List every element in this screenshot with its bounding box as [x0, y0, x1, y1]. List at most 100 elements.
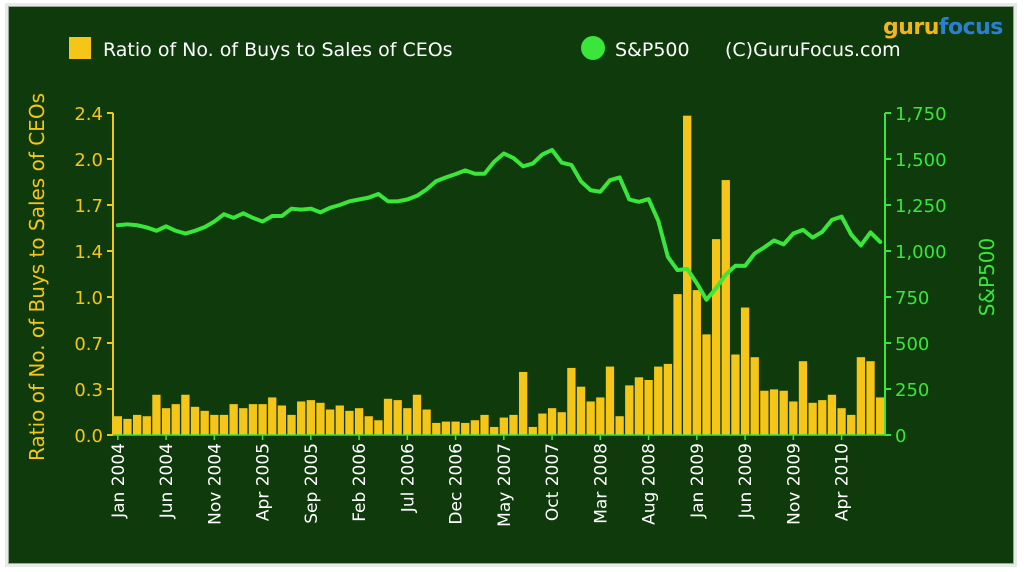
gurufocus-logo: gurufocus: [883, 15, 1003, 40]
bar: [412, 394, 422, 435]
bar: [422, 409, 431, 435]
bar: [441, 421, 451, 435]
bar: [683, 115, 692, 436]
y2-tick-label: 250: [895, 380, 929, 401]
bar: [181, 394, 190, 435]
x-tick-label: Mar 2008: [591, 443, 611, 524]
bar: [721, 180, 730, 435]
bar: [306, 400, 315, 435]
y2-tick-label: 1,250: [895, 196, 947, 217]
bar: [596, 397, 605, 435]
legend-swatch-bars: [69, 37, 91, 59]
bar: [142, 416, 151, 435]
legend-swatch-sp500: [581, 36, 605, 60]
legend-copyright: (C)GuruFocus.com: [725, 39, 901, 61]
bar: [711, 239, 721, 435]
bar: [239, 408, 248, 435]
bar: [364, 416, 373, 435]
bar: [576, 386, 586, 435]
bar: [605, 366, 615, 435]
bar: [808, 402, 817, 435]
bar: [567, 367, 576, 435]
bar: [827, 394, 837, 435]
y2-axis-title: S&P500: [975, 238, 999, 317]
bar: [876, 397, 885, 435]
x-tick-label: Jul 2006: [398, 443, 418, 513]
x-tick-label: Nov 2009: [784, 443, 804, 525]
y-tick-label: 1.4: [74, 242, 103, 263]
bar: [393, 400, 402, 435]
y-tick-label: 1.0: [74, 288, 103, 309]
bar: [200, 410, 209, 435]
bar: [161, 408, 171, 435]
bar: [789, 401, 798, 435]
bar: [856, 357, 866, 435]
bar: [731, 354, 740, 435]
bar: [663, 363, 673, 435]
bar: [837, 408, 846, 435]
y-tick-label: 2.4: [74, 104, 103, 125]
bar: [258, 404, 267, 435]
bar: [673, 294, 682, 436]
x-tick-label: Dec 2006: [447, 443, 467, 525]
bar: [547, 408, 557, 435]
bar: [509, 414, 518, 436]
bar: [383, 398, 393, 435]
y-tick-label: 0.0: [74, 426, 103, 447]
y2-tick-label: 1,500: [895, 150, 947, 171]
bar: [692, 290, 701, 435]
bar: [470, 420, 480, 435]
y2-tick-label: 0: [895, 426, 906, 447]
y2-tick-label: 500: [895, 334, 929, 355]
bar: [779, 390, 788, 435]
bar: [152, 394, 161, 435]
bar: [798, 361, 808, 435]
x-tick-label: Aug 2008: [640, 443, 660, 525]
y-tick-label: 1.7: [74, 196, 103, 217]
y2-tick-label: 1,000: [895, 242, 947, 263]
bar: [123, 418, 132, 435]
x-tick-label: Nov 2004: [205, 443, 225, 525]
bar: [354, 408, 364, 435]
bar: [518, 371, 528, 435]
bar: [528, 426, 537, 435]
bar: [132, 414, 142, 436]
legend-label-sp500: S&P500: [615, 39, 690, 61]
bar: [461, 422, 470, 435]
x-tick-label: Jan 2004: [109, 443, 129, 519]
chart-frame: 0.0 0.3 0.7 1.0 1.4 1.7 2.0 2.4 0 250 500 750 1,000 1…: [8, 6, 1014, 564]
y-axis-title: Ratio of No. of Buys to Sales of CEOs: [25, 93, 49, 461]
bar: [374, 420, 383, 435]
bar: [248, 404, 258, 435]
y-tick-label: 0.3: [74, 380, 103, 401]
y2-tick-label: 1,750: [895, 104, 947, 125]
bar: [190, 406, 200, 435]
y-tick-label: 2.0: [74, 150, 103, 171]
bar: [219, 414, 229, 436]
y2-tick-label: 750: [895, 288, 929, 309]
bar: [769, 389, 779, 435]
bar: [345, 410, 354, 435]
bar: [432, 422, 441, 435]
x-tick-label: Feb 2006: [350, 443, 370, 522]
bar: [634, 377, 644, 435]
bar: [316, 402, 325, 435]
bar: [750, 357, 759, 435]
bar: [335, 405, 344, 435]
bar: [210, 414, 219, 436]
bar: [490, 426, 499, 435]
x-tick-label: Jun 2009: [736, 443, 756, 519]
x-tick-label: Jan 2009: [688, 443, 708, 519]
chart: 0.0 0.3 0.7 1.0 1.4 1.7 2.0 2.4 0 250 500 750 1,000 1…: [25, 36, 999, 527]
bar: [297, 401, 306, 435]
x-tick-label: Sep 2005: [302, 443, 322, 524]
x-tick-label: Apr 2005: [254, 443, 274, 521]
bar: [277, 405, 287, 435]
bar: [615, 416, 624, 435]
bar: [538, 413, 547, 435]
bar: [654, 366, 663, 435]
bar: [702, 334, 711, 436]
legend-label-bars: Ratio of No. of Buys to Sales of CEOs: [103, 39, 453, 61]
bar: [760, 390, 769, 435]
bar: [480, 414, 489, 436]
